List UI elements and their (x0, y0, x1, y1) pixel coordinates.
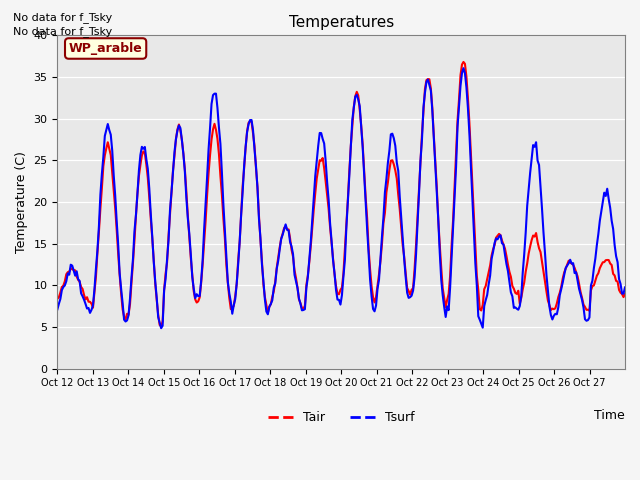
Tair (620, 294, 627, 300)
Tsurf (545, 304, 553, 310)
Text: WP_arable: WP_arable (68, 42, 143, 55)
Tsurf (54, 306, 61, 312)
Y-axis label: Temperature (C): Temperature (C) (15, 151, 28, 253)
Tsurf (73, 268, 81, 274)
Tair (621, 291, 629, 297)
Tair (73, 274, 81, 279)
Tair (545, 302, 553, 308)
Text: No data for f_Tsky: No data for f_Tsky (13, 26, 112, 37)
Tsurf (620, 291, 627, 297)
Text: No data for f_Tsky: No data for f_Tsky (13, 12, 112, 23)
Tsurf (460, 65, 467, 71)
Tair (54, 296, 61, 302)
Tair (460, 59, 467, 65)
Tair (347, 143, 355, 148)
Tair (91, 290, 99, 296)
Tsurf (621, 285, 629, 290)
Legend: Tair, Tsurf: Tair, Tsurf (263, 406, 419, 429)
Title: Temperatures: Temperatures (289, 15, 394, 30)
Line: Tair: Tair (58, 62, 625, 326)
Tsurf (157, 325, 165, 331)
Tsurf (91, 287, 99, 292)
Text: Time: Time (595, 408, 625, 421)
Tsurf (461, 71, 468, 76)
Tair (157, 324, 165, 329)
Tair (461, 61, 468, 67)
Tsurf (347, 144, 355, 149)
Line: Tsurf: Tsurf (58, 68, 625, 328)
